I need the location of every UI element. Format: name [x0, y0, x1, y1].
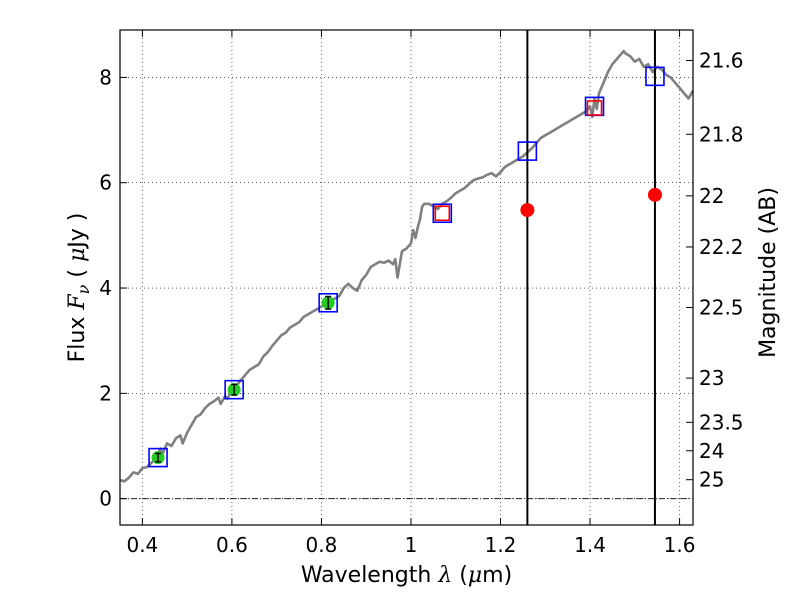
red-square-marker — [586, 100, 603, 116]
x-axis-label: Wavelength λ (μm) — [301, 563, 512, 588]
spectrum-line — [119, 49, 695, 483]
x-tick-label: 1.2 — [485, 533, 517, 557]
x-tick-label: 1 — [405, 533, 418, 557]
x-tick-label: 1.6 — [664, 533, 696, 557]
plot-lines — [119, 30, 695, 525]
blue-square-marker — [148, 447, 168, 468]
x-tick-label: 0.4 — [126, 533, 158, 557]
y-tick-label: 4 — [99, 276, 112, 300]
y2-tick-label: 25 — [699, 468, 724, 492]
x-tick-label: 1.4 — [574, 533, 606, 557]
axis-ticks: 0.4 0.6 0.8 1 1.2 1.4 1.60246821.621.82222.222… — [99, 30, 744, 557]
y2-tick-label: 24 — [699, 439, 724, 463]
blue-square-marker — [318, 292, 338, 313]
y2-tick-label: 23 — [699, 366, 724, 390]
data-markers — [148, 66, 665, 468]
y2-tick-label: 21.8 — [699, 122, 744, 146]
red-point — [647, 187, 662, 202]
y-tick-label: 6 — [99, 171, 112, 195]
y2-tick-label: 22 — [699, 184, 724, 208]
y2-tick-label: 22.5 — [699, 296, 744, 320]
y-axis-label: Flux Fν ( μJy ) — [65, 213, 93, 363]
grid — [120, 30, 693, 525]
y-tick-label: 0 — [99, 487, 112, 511]
y2-tick-label: 23.5 — [699, 410, 744, 434]
blue-square-marker — [432, 203, 453, 224]
x-tick-label: 0.8 — [306, 533, 338, 557]
y-tick-label: 8 — [99, 65, 112, 89]
y2-axis-label: Magnitude (AB) — [756, 187, 781, 358]
blue-square-marker — [224, 379, 244, 400]
plot-frame — [119, 29, 694, 526]
x-tick-label: 0.6 — [216, 533, 248, 557]
y-tick-label: 2 — [99, 381, 112, 405]
red-square-marker — [434, 205, 451, 222]
blue-square-marker — [645, 66, 665, 87]
red-point — [520, 203, 535, 218]
y2-tick-label: 21.6 — [699, 49, 744, 73]
y2-tick-label: 22.2 — [699, 235, 744, 259]
blue-square-marker — [517, 141, 538, 161]
